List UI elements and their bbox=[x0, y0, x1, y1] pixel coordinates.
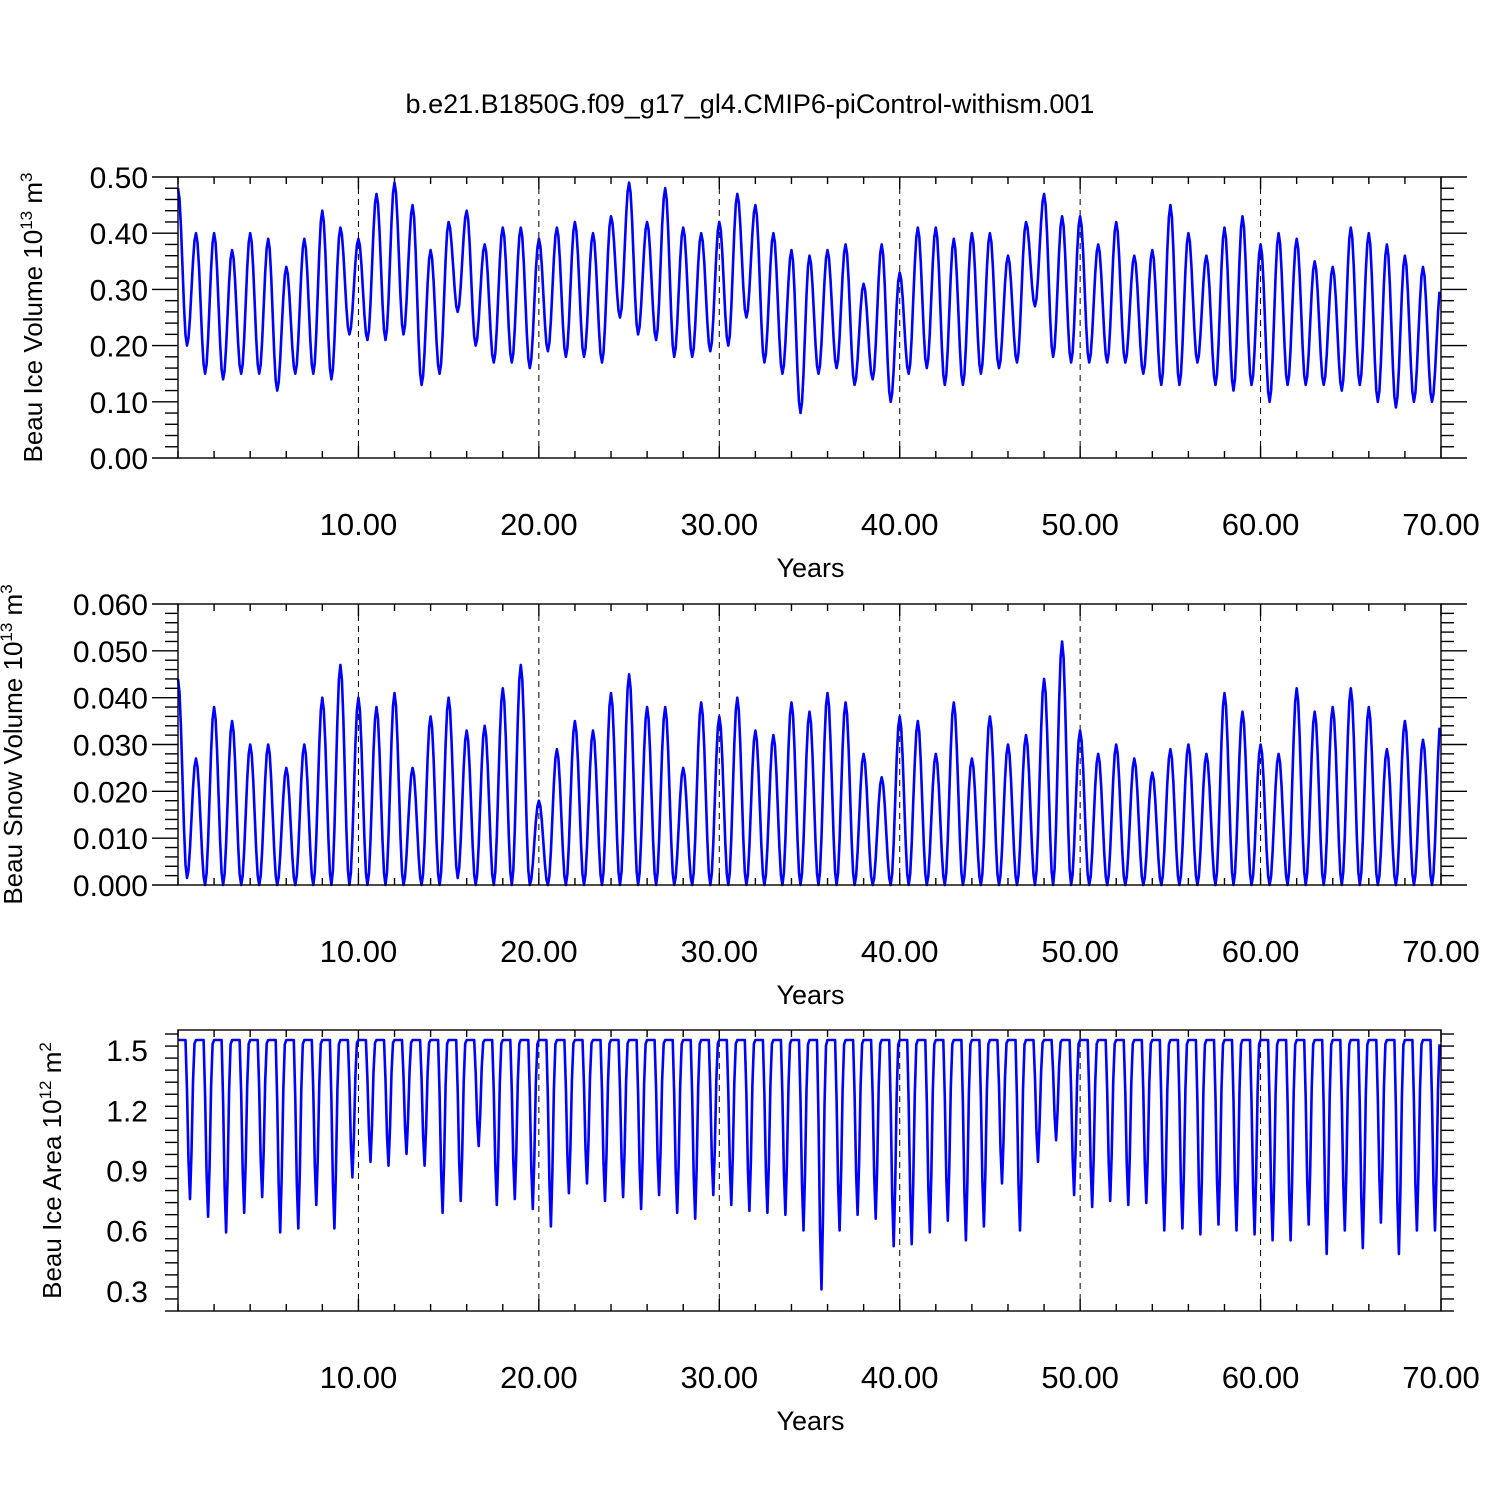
chart-title: b.e21.B1850G.f09_g17_gl4.CMIP6-piControl… bbox=[406, 89, 1095, 119]
y-tick-label: 0.6 bbox=[106, 1216, 148, 1249]
plot-frame bbox=[177, 176, 1442, 459]
x-tick-label: 50.00 bbox=[1041, 507, 1119, 542]
x-tick-label: 40.00 bbox=[861, 507, 939, 542]
y-tick-label: 0.00 bbox=[90, 443, 148, 476]
y-tick-label: 1.2 bbox=[106, 1095, 148, 1128]
y-tick-label: 0.020 bbox=[73, 776, 148, 809]
y-axis-label: Beau Snow Volume 1013 m3 bbox=[0, 584, 28, 904]
x-tick-label: 40.00 bbox=[861, 934, 939, 969]
x-tick-label: 10.00 bbox=[320, 934, 398, 969]
panel-2: 0.000 0.010 0.020 0.030 0.040 0.050 0.060 10.00… bbox=[0, 584, 1480, 1010]
x-tick-label: 20.00 bbox=[500, 1360, 578, 1395]
x-axis-label: Years bbox=[776, 553, 844, 583]
x-tick-label: 70.00 bbox=[1402, 507, 1480, 542]
x-tick-label: 50.00 bbox=[1041, 1360, 1119, 1395]
y-tick-label: 0.000 bbox=[73, 870, 148, 903]
series-line bbox=[176, 640, 1441, 887]
y-tick-label: 0.010 bbox=[73, 823, 148, 856]
x-tick-label: 30.00 bbox=[680, 934, 758, 969]
series-line bbox=[178, 1038, 1441, 1291]
panels: 0.00 0.10 0.20 0.30 0.40 0.50 10.00 20.00 30.00 4… bbox=[0, 162, 1480, 1436]
y-tick-label: 0.20 bbox=[90, 331, 148, 364]
x-tick-label: 70.00 bbox=[1402, 934, 1480, 969]
x-axis-label: Years bbox=[776, 1406, 844, 1436]
x-tick-label: 10.00 bbox=[320, 507, 398, 542]
y-tick-label: 0.030 bbox=[73, 730, 148, 763]
x-tick-label: 30.00 bbox=[680, 507, 758, 542]
x-tick-label: 20.00 bbox=[500, 507, 578, 542]
y-tick-label: 0.060 bbox=[73, 589, 148, 622]
plot-frame bbox=[177, 603, 1442, 886]
y-tick-label: 0.50 bbox=[90, 162, 148, 195]
x-tick-label: 60.00 bbox=[1222, 934, 1300, 969]
panel-1: 0.00 0.10 0.20 0.30 0.40 0.50 10.00 20.00 30.00 4… bbox=[17, 162, 1480, 583]
x-tick-label: 60.00 bbox=[1222, 507, 1300, 542]
panel-3: 0.3 0.6 0.9 1.2 1.5 10.00 20.00 30.00 40.00 50.00… bbox=[36, 1029, 1480, 1436]
y-tick-label: 1.5 bbox=[106, 1035, 148, 1068]
x-tick-label: 40.00 bbox=[861, 1360, 939, 1395]
x-tick-label: 70.00 bbox=[1402, 1360, 1480, 1395]
plot-frame bbox=[177, 1029, 1442, 1312]
y-tick-label: 0.040 bbox=[73, 683, 148, 716]
x-tick-label: 10.00 bbox=[320, 1360, 398, 1395]
series-line bbox=[176, 181, 1441, 415]
x-tick-label: 60.00 bbox=[1222, 1360, 1300, 1395]
y-axis-label: Beau Ice Volume 1013 m3 bbox=[17, 173, 48, 463]
x-axis-label: Years bbox=[776, 980, 844, 1010]
y-tick-label: 0.10 bbox=[90, 387, 148, 420]
y-tick-label: 0.3 bbox=[106, 1276, 148, 1309]
y-tick-label: 0.050 bbox=[73, 636, 148, 669]
y-tick-label: 0.9 bbox=[106, 1156, 148, 1189]
y-tick-label: 0.40 bbox=[90, 218, 148, 251]
x-tick-label: 50.00 bbox=[1041, 934, 1119, 969]
y-tick-label: 0.30 bbox=[90, 274, 148, 307]
x-tick-label: 30.00 bbox=[680, 1360, 758, 1395]
y-axis-label: Beau Ice Area 1012 m2 bbox=[36, 1042, 67, 1299]
x-tick-label: 20.00 bbox=[500, 934, 578, 969]
